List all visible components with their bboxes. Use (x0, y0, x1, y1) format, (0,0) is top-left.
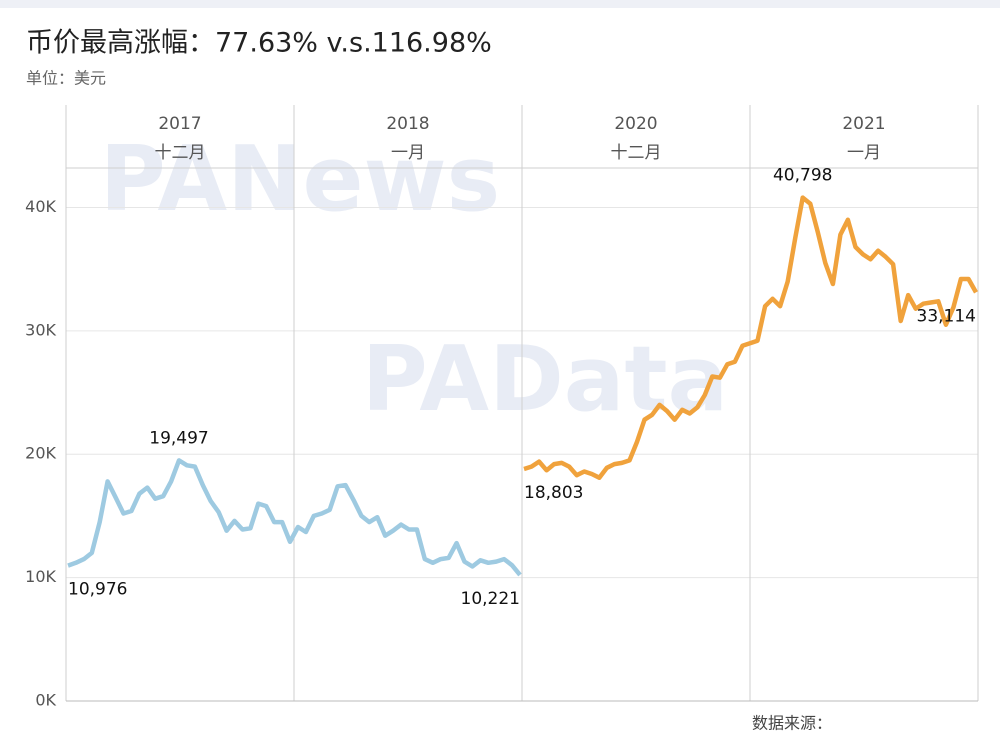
y-tick-label: 40K (25, 197, 56, 216)
y-tick-label: 30K (25, 320, 56, 339)
y-tick-label: 10K (25, 567, 56, 586)
chart-subtitle: 单位：美元 (26, 69, 106, 88)
source: 数据来源： (752, 714, 832, 732)
value-label: 19,497 (149, 428, 208, 448)
panel-month: 一月 (847, 143, 881, 163)
panel-year: 2021 (842, 114, 885, 134)
top-banner (0, 0, 1000, 8)
y-tick-label: 20K (25, 444, 56, 463)
panel-year: 2020 (614, 114, 657, 134)
value-label: 10,976 (68, 580, 127, 600)
panel-month: 十二月 (155, 143, 206, 163)
watermark: PANews (100, 127, 500, 232)
value-label: 33,114 (917, 306, 976, 326)
price-line (523, 195, 978, 480)
chart-title: 币价最高涨幅：77.63% v.s.116.98% (26, 28, 492, 59)
panel-year: 2017 (158, 114, 201, 134)
panel-month: 十二月 (611, 143, 662, 163)
value-label: 40,798 (773, 166, 832, 186)
y-tick-label: 0K (35, 691, 56, 710)
price-line (67, 458, 522, 577)
panel-year: 2018 (386, 114, 429, 134)
panel-month: 一月 (391, 143, 425, 163)
value-label: 10,221 (461, 589, 520, 609)
value-label: 18,803 (524, 483, 583, 503)
